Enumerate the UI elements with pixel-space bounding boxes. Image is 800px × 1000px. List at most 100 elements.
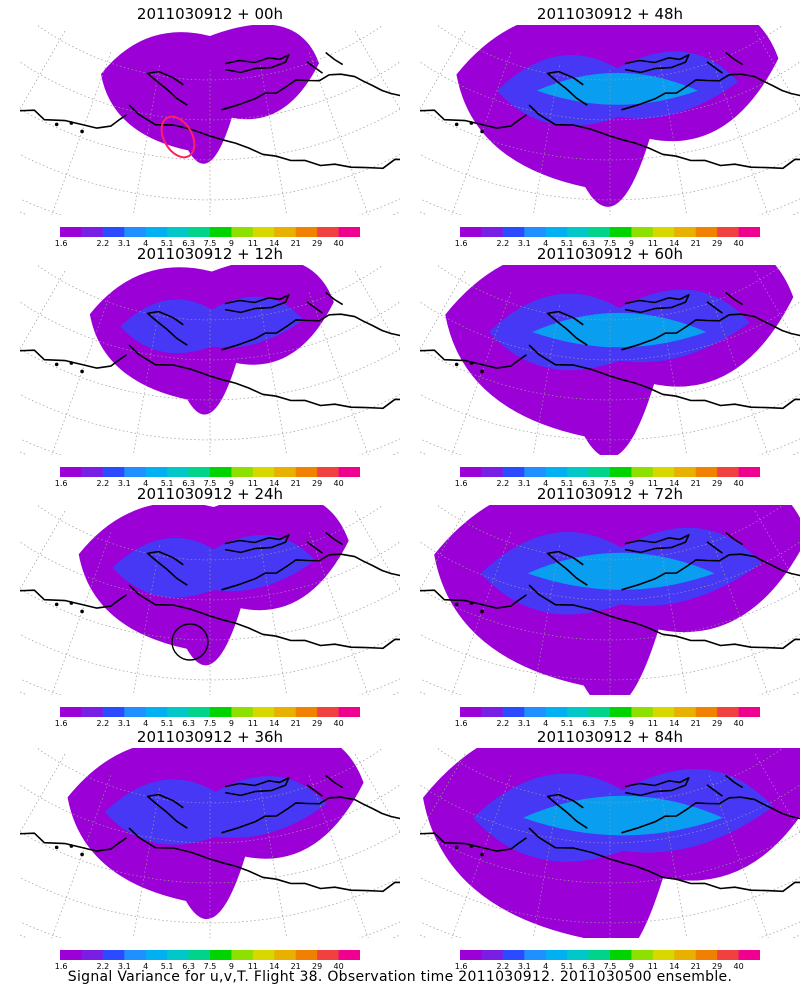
colorbar-swatch <box>717 950 740 960</box>
colorbar-tick-label: 7.5 <box>203 479 217 488</box>
colorbar-labels: 1.6 2.2 3.1 4 5.1 6.3 7.5 9 11 14 21 29 40 <box>455 239 760 249</box>
colorbar-swatch <box>102 950 125 960</box>
colorbar-tick-label: 14 <box>669 962 680 971</box>
colorbar-tick-label: 9 <box>228 239 234 248</box>
colorbar-tick-label: 4 <box>143 479 149 488</box>
colorbar-swatch <box>124 950 147 960</box>
colorbar-swatch <box>317 707 340 717</box>
colorbar-swatch <box>295 227 318 237</box>
colorbar-swatch <box>631 950 654 960</box>
colorbar-tick-label: 7.5 <box>603 479 617 488</box>
colorbar-swatch <box>674 227 697 237</box>
variance-field-high <box>527 552 715 590</box>
colorbar-tick-label: 3.1 <box>117 719 131 728</box>
colorbar-swatch <box>545 227 568 237</box>
colorbar-swatch <box>567 467 590 477</box>
colorbar-tick-label: 14 <box>669 719 680 728</box>
colorbar-tick-label: 11 <box>247 479 258 488</box>
colorbar-swatch <box>295 950 318 960</box>
colorbar-tick-label: 5.1 <box>160 962 174 971</box>
colorbar-tick-label: 40 <box>333 239 344 248</box>
colorbar-labels: 1.6 2.2 3.1 4 5.1 6.3 7.5 9 11 14 21 29 40 <box>55 719 360 729</box>
colorbar-swatch <box>695 467 718 477</box>
colorbar-tick-label: 11 <box>647 719 658 728</box>
colorbar-tick-label: 7.5 <box>203 962 217 971</box>
colorbar-swatch <box>631 467 654 477</box>
colorbar <box>60 950 360 960</box>
colorbar-swatch <box>567 950 590 960</box>
colorbar-tick-label: 29 <box>312 962 323 971</box>
colorbar-tick-label: 4 <box>543 239 549 248</box>
colorbar-swatch <box>295 467 318 477</box>
colorbar-swatch <box>210 950 232 960</box>
colorbar-swatch <box>610 707 632 717</box>
colorbar-tick-label: 2.2 <box>496 479 510 488</box>
colorbar-tick-label: 21 <box>690 239 701 248</box>
colorbar-swatch <box>274 707 297 717</box>
colorbar-swatch <box>610 227 632 237</box>
colorbar-swatch <box>545 950 568 960</box>
colorbar-swatch <box>124 707 147 717</box>
colorbar-swatch <box>738 467 760 477</box>
colorbar-swatch <box>167 950 190 960</box>
colorbar-swatch <box>652 467 675 477</box>
colorbar-tick-label: 29 <box>312 239 323 248</box>
colorbar-swatch <box>252 707 275 717</box>
colorbar-swatch <box>252 467 275 477</box>
colorbar-tick-label: 14 <box>269 719 280 728</box>
colorbar-swatch <box>524 950 547 960</box>
colorbar-tick-label: 11 <box>247 962 258 971</box>
colorbar-tick-label: 2.2 <box>96 239 110 248</box>
colorbar-swatch <box>481 467 504 477</box>
panel-title: 2011030912 + 48h <box>536 5 684 23</box>
colorbar-tick-label: 1.6 <box>454 719 468 728</box>
colorbar <box>460 227 760 237</box>
colorbar-swatch <box>145 707 168 717</box>
colorbar-tick-label: 21 <box>290 479 301 488</box>
colorbar-tick-label: 9 <box>628 719 634 728</box>
colorbar-swatch <box>317 227 340 237</box>
colorbar-swatch <box>717 707 740 717</box>
polar-map <box>20 748 400 938</box>
colorbar-tick-label: 1.6 <box>54 719 68 728</box>
panel-title: 2011030912 + 36h <box>136 728 284 746</box>
colorbar-labels: 1.6 2.2 3.1 4 5.1 6.3 7.5 9 11 14 21 29 40 <box>55 962 360 972</box>
map-panel: 2011030912 + 60h 1.6 2.2 3.1 4 5.1 6.3 7.5 9 11 14… <box>420 245 800 490</box>
colorbar-tick-label: 40 <box>333 962 344 971</box>
colorbar-tick-label: 6.3 <box>582 479 595 488</box>
colorbar-tick-label: 6.3 <box>582 239 595 248</box>
colorbar-swatch <box>274 467 297 477</box>
colorbar-tick-label: 29 <box>712 962 723 971</box>
colorbar-swatch <box>60 467 82 477</box>
polar-map <box>420 505 800 695</box>
colorbar-tick-label: 5.1 <box>560 479 574 488</box>
colorbar-swatch <box>188 227 211 237</box>
colorbar-swatch <box>102 707 125 717</box>
colorbar-swatch <box>695 227 718 237</box>
colorbar-swatch <box>674 950 697 960</box>
variance-field-mid <box>120 296 304 354</box>
colorbar-tick-label: 3.1 <box>117 962 131 971</box>
colorbar-tick-label: 14 <box>269 479 280 488</box>
colorbar-swatch <box>317 467 340 477</box>
colorbar-swatch <box>567 707 590 717</box>
colorbar-tick-label: 3.1 <box>117 479 131 488</box>
panel-title: 2011030912 + 00h <box>136 5 284 23</box>
colorbar-tick-label: 21 <box>290 719 301 728</box>
colorbar-tick-label: 3.1 <box>117 239 131 248</box>
colorbar-tick-label: 6.3 <box>182 962 195 971</box>
colorbar-tick-label: 1.6 <box>454 962 468 971</box>
colorbar-tick-label: 21 <box>690 479 701 488</box>
map-panel: 2011030912 + 72h 1.6 2.2 3.1 4 5.1 6.3 7.5 9 11 14… <box>420 485 800 730</box>
map-panel: 2011030912 + 36h 1.6 2.2 3.1 4 5.1 6.3 7.5 9 11 14… <box>20 728 400 973</box>
colorbar-tick-label: 7.5 <box>203 719 217 728</box>
colorbar-swatch <box>231 467 254 477</box>
colorbar-swatch <box>631 227 654 237</box>
colorbar-swatch <box>60 707 82 717</box>
map-panel: 2011030912 + 84h 1.6 2.2 3.1 4 5.1 6.3 7.5 9 11 14… <box>420 728 800 973</box>
colorbar-tick-label: 4 <box>143 719 149 728</box>
colorbar-tick-label: 40 <box>733 962 744 971</box>
map-panel: 2011030912 + 12h 1.6 2.2 3.1 4 5.1 6.3 7.5 9 11 14… <box>20 245 400 490</box>
colorbar-swatch <box>124 227 147 237</box>
colorbar-tick-label: 1.6 <box>454 479 468 488</box>
